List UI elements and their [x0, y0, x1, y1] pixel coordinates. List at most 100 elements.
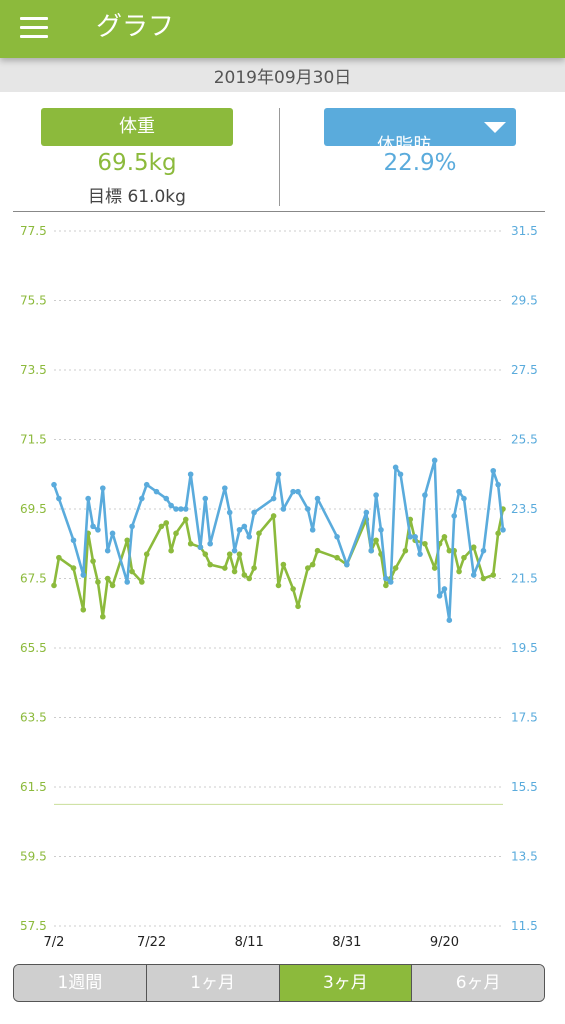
y-right-tick-label: 23.5 — [511, 502, 538, 516]
weight-data-point — [383, 582, 389, 589]
body-fat-data-point — [80, 572, 87, 578]
body-fat-data-point — [163, 495, 170, 502]
weight-data-point — [222, 565, 228, 571]
weight-data-point — [275, 582, 282, 589]
weight-data-point — [309, 561, 316, 568]
weight-goal: 目標 61.0kg — [88, 187, 186, 207]
triangle-down-icon — [484, 122, 506, 133]
weight-data-point — [280, 561, 287, 568]
body-fat-data-point — [397, 471, 404, 478]
body-fat-data-point — [270, 495, 277, 502]
y-left-tick-label: 71.5 — [20, 433, 47, 447]
body-fat-data-point — [441, 586, 448, 592]
body-fat-data-point — [70, 537, 77, 544]
y-left-tick-label: 77.5 — [20, 224, 47, 238]
weight-value: 69.5kg — [97, 150, 177, 176]
body-fat-data-point — [431, 457, 438, 464]
body-fat-data-point — [334, 534, 340, 540]
weight-data-point — [95, 579, 101, 585]
weight-data-point — [490, 572, 497, 578]
weight-data-point — [270, 513, 277, 519]
weight-data-point — [295, 603, 301, 610]
y-right-tick-label: 11.5 — [511, 919, 538, 933]
body-fat-data-point — [309, 527, 316, 533]
y-right-tick-label: 13.5 — [511, 850, 538, 864]
body-fat-button-label: 体脂肪 — [377, 135, 431, 156]
body-fat-data-point — [85, 495, 91, 502]
body-fat-data-point — [104, 547, 111, 554]
weight-data-point — [441, 534, 448, 540]
weight-data-point — [290, 586, 296, 592]
date-label: 2019年09月30日 — [0, 58, 565, 92]
weight-data-point — [100, 613, 106, 620]
body-fat-data-point — [207, 540, 213, 547]
weight-data-point — [402, 547, 409, 554]
tab-3-months[interactable]: 3ヶ月 — [279, 965, 413, 1001]
weight-data-point — [461, 554, 467, 561]
body-fat-data-point — [412, 534, 418, 540]
body-fat-data-point — [236, 527, 243, 533]
x-tick-label: 7/2 — [44, 935, 65, 950]
body-fat-data-point — [378, 527, 384, 533]
body-fat-data-point — [275, 471, 282, 478]
y-right-tick-label: 27.5 — [511, 363, 538, 377]
weight-data-point — [104, 575, 111, 582]
summary-panel: 体重 69.5kg 目標 61.0kg 体脂肪 22.9% — [0, 92, 565, 212]
weight-data-point — [231, 568, 238, 575]
body-fat-data-point — [314, 495, 321, 502]
summary-divider — [279, 108, 280, 206]
weight-data-point — [456, 568, 462, 575]
hamburger-menu-icon[interactable] — [20, 17, 48, 39]
body-fat-data-point — [251, 509, 257, 516]
app-bar: グラフ — [0, 0, 565, 58]
weight-data-point — [182, 516, 189, 523]
tab-1-month[interactable]: 1ヶ月 — [146, 965, 280, 1001]
weight-data-point — [470, 544, 477, 551]
body-fat-data-point — [495, 481, 501, 488]
body-fat-data-point — [363, 509, 370, 516]
weight-data-point — [334, 554, 340, 561]
body-fat-data-point — [197, 544, 204, 551]
body-fat-data-point — [387, 579, 394, 585]
body-fat-value: 22.9% — [383, 150, 457, 176]
weight-data-point — [304, 565, 311, 571]
body-fat-data-point — [241, 523, 248, 530]
body-fat-data-point — [90, 523, 96, 530]
body-fat-series-line — [52, 459, 505, 622]
weight-button[interactable]: 体重 — [41, 108, 233, 146]
x-tick-label: 8/11 — [235, 935, 264, 950]
weight-data-point — [124, 537, 131, 544]
y-right-tick-label: 31.5 — [511, 224, 538, 238]
weight-data-point — [422, 540, 428, 547]
y-left-tick-label: 57.5 — [20, 919, 47, 933]
tab-6-months[interactable]: 6ヶ月 — [412, 965, 544, 1001]
body-fat-data-point — [383, 575, 389, 582]
body-fat-dropdown-button[interactable]: 体脂肪 — [324, 108, 516, 156]
y-right-tick-label: 25.5 — [511, 433, 538, 447]
y-left-tick-label: 59.5 — [20, 850, 47, 864]
weight-data-point — [314, 547, 321, 554]
y-right-tick-label: 17.5 — [511, 711, 538, 725]
body-fat-data-point — [100, 485, 106, 491]
y-left-tick-label: 73.5 — [20, 363, 47, 377]
body-fat-data-point — [246, 534, 253, 540]
x-tick-label: 8/31 — [332, 935, 361, 950]
body-fat-data-point — [500, 527, 506, 533]
weight-data-point — [143, 551, 150, 557]
weight-data-point — [56, 554, 62, 561]
weight-data-point — [139, 579, 145, 585]
body-fat-data-point — [222, 485, 228, 491]
weight-data-point — [70, 565, 77, 571]
y-left-tick-label: 63.5 — [20, 711, 47, 725]
page-title: グラフ — [96, 12, 175, 42]
body-fat-data-point — [129, 523, 135, 530]
tab-1-week[interactable]: 1週間 — [14, 965, 147, 1001]
y-right-tick-label: 29.5 — [511, 294, 538, 308]
body-fat-data-point — [407, 534, 414, 540]
body-fat-data-point — [182, 506, 189, 512]
weight-data-point — [207, 561, 213, 568]
weight-data-point — [495, 530, 501, 537]
body-fat-data-point — [187, 471, 194, 478]
weight-data-point — [80, 606, 87, 613]
weight-data-point — [256, 530, 262, 537]
